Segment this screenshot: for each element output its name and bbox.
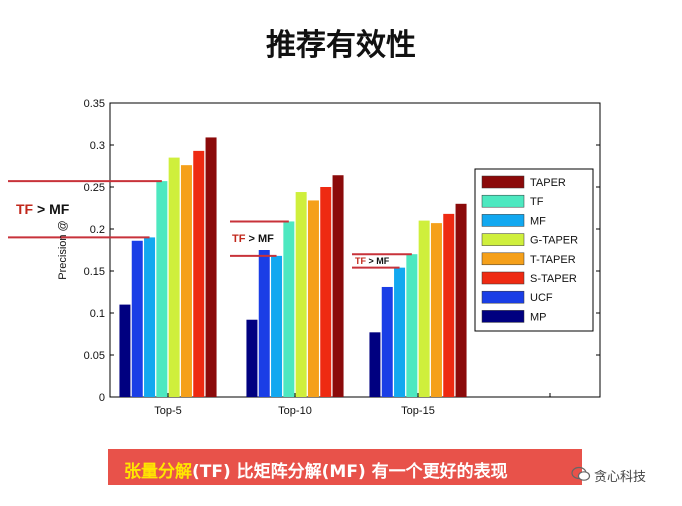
legend: TAPER TF MF G-TAPER T-TAPER S-TAPER UCF MP: [474, 168, 594, 332]
bar-taper-top-5: [205, 137, 217, 397]
bar-tf-top-10: [283, 221, 295, 397]
y-tick-label: 0.35: [84, 98, 105, 110]
x-tick-label: Top-5: [154, 405, 182, 417]
conclusion-banner: [108, 449, 582, 485]
bars: [119, 137, 467, 397]
legend-label-t-taper: T-TAPER: [530, 254, 576, 266]
legend-label-g-taper: G-TAPER: [530, 235, 578, 247]
y-tick-label: 0.1: [90, 308, 105, 320]
comparison-guides: [8, 180, 412, 269]
legend-swatch-ucf: [481, 290, 525, 304]
x-tick-label: Top-15: [401, 405, 435, 417]
bar-mf-top-10: [271, 255, 283, 397]
legend-swatch-taper: [481, 175, 525, 189]
y-tick-label: 0.2: [90, 224, 105, 236]
slide-title: 推荐有效性: [266, 28, 416, 63]
legend-label-s-taper: S-TAPER: [530, 273, 577, 285]
bar-tf-top-5: [156, 181, 168, 397]
bar-mp-top-5: [119, 304, 131, 397]
bar-s-taper-top-10: [320, 187, 332, 397]
bar-mf-top-5: [144, 237, 156, 397]
y-tick-label: 0: [99, 392, 105, 404]
conclusion-text: 张量分解(TF) 比矩阵分解(MF) 有一个更好的表现: [124, 457, 508, 482]
bar-s-taper-top-5: [193, 150, 205, 397]
legend-swatch-tf: [481, 194, 525, 208]
bar-ucf-top-15: [381, 286, 393, 397]
bar-ucf-top-5: [131, 240, 143, 397]
watermark: 贪心科技: [594, 470, 647, 485]
legend-label-mf: MF: [530, 215, 546, 227]
bar-mp-top-15: [369, 332, 381, 397]
wechat-icon: [571, 466, 591, 481]
legend-swatch-t-taper: [481, 252, 525, 266]
y-tick-label: 0.3: [90, 140, 105, 152]
bar-g-taper-top-10: [295, 192, 307, 397]
y-tick-label: 0.15: [84, 266, 105, 278]
legend-label-tf: TF: [530, 196, 544, 208]
bar-s-taper-top-15: [443, 213, 455, 397]
legend-label-mp: MP: [530, 311, 547, 323]
annotation-top5: TF > MF: [16, 201, 70, 217]
y-axis: 0 0.05 0.1 0.15 0.2 0.25 0.3 0.35: [84, 98, 600, 404]
bar-mp-top-10: [246, 319, 258, 397]
bar-mf-top-15: [394, 267, 406, 397]
bar-ucf-top-10: [258, 250, 270, 397]
bar-g-taper-top-5: [168, 157, 180, 397]
legend-swatch-g-taper: [481, 233, 525, 246]
conclusion-highlight: 张量分解: [124, 462, 192, 482]
legend-swatch-mf: [481, 214, 525, 227]
bar-tf-top-15: [406, 254, 418, 397]
legend-swatch-mp: [481, 310, 525, 323]
legend-label-taper: TAPER: [530, 177, 566, 189]
y-tick-label: 0.05: [84, 350, 105, 362]
legend-swatch-s-taper: [481, 271, 525, 285]
y-axis-label: Precision @: [57, 220, 69, 279]
y-tick-label: 0.25: [84, 182, 105, 194]
bar-taper-top-15: [455, 203, 467, 397]
bar-taper-top-10: [332, 175, 344, 397]
x-tick-label: Top-10: [278, 405, 312, 417]
bar-t-taper-top-5: [180, 165, 192, 397]
bar-g-taper-top-15: [418, 220, 430, 397]
conclusion-rest: (TF) 比矩阵分解(MF) 有一个更好的表现: [192, 462, 508, 482]
bar-t-taper-top-10: [307, 200, 319, 397]
bar-t-taper-top-15: [430, 223, 442, 397]
x-axis: Top-5 Top-10 Top-15: [154, 393, 551, 417]
annotation-top10: TF > MF: [232, 233, 274, 245]
annotation-top15: TF > MF: [355, 256, 390, 266]
legend-label-ucf: UCF: [530, 292, 553, 304]
legend-box: [474, 168, 594, 332]
